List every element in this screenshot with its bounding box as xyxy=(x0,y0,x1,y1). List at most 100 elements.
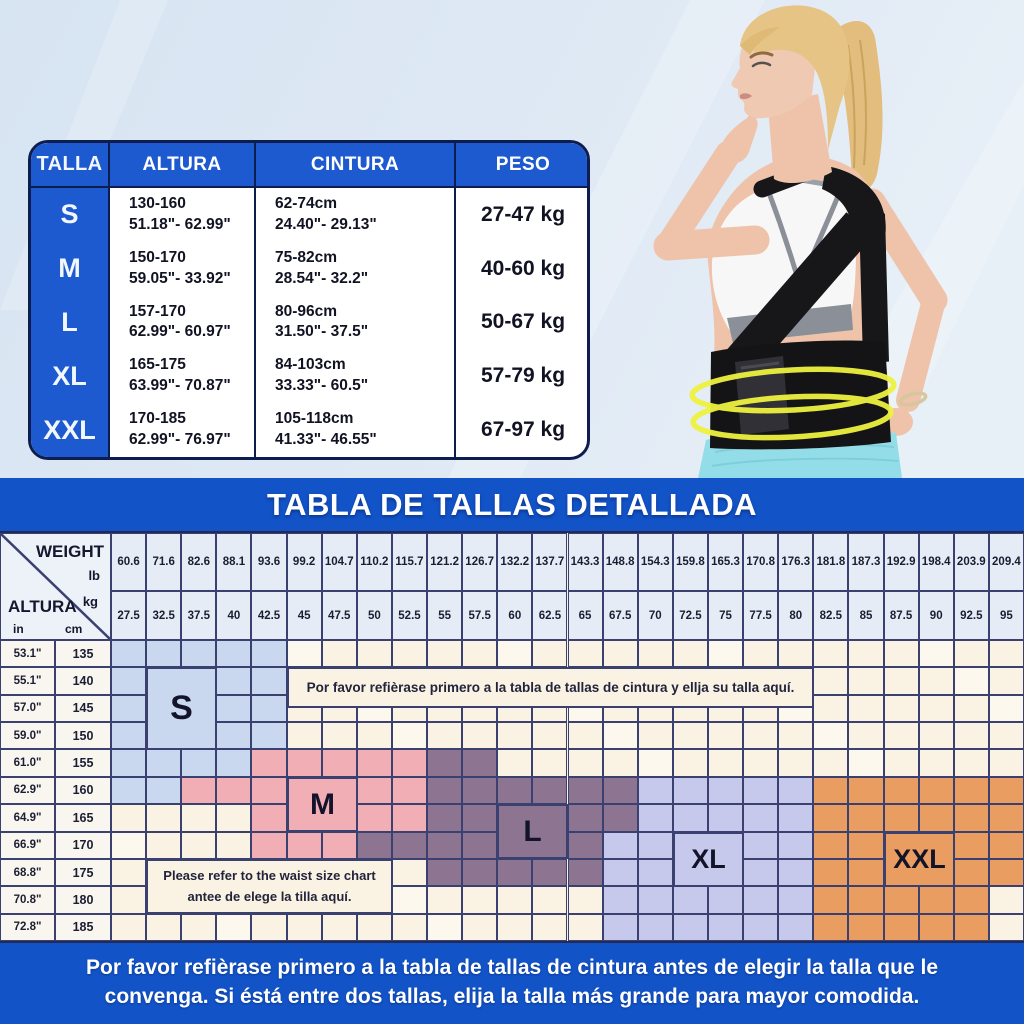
grid-cell xyxy=(988,804,1024,832)
size-label: XXL xyxy=(31,403,110,457)
grid-cell xyxy=(427,913,463,941)
summary-size-table: TALLA ALTURA CINTURA PESO S 130-160 51.18… xyxy=(28,140,590,460)
grid-cell xyxy=(813,667,849,695)
grid-cell xyxy=(602,831,638,859)
weight-lb-cell: 154.3 xyxy=(637,533,673,591)
grid-cell xyxy=(321,640,357,668)
size-label: XL xyxy=(31,349,110,404)
grid-cell xyxy=(462,749,498,777)
height-cm-cell: 155 xyxy=(55,749,111,777)
grid-cell xyxy=(813,858,849,887)
grid-cell xyxy=(883,913,919,941)
weight-kg-cell: 82.5 xyxy=(813,591,849,640)
weight-kg-cell: 65 xyxy=(567,591,603,640)
weight-kg-cell: 70 xyxy=(637,591,673,640)
height-in-cell: 57.0" xyxy=(0,694,55,723)
grid-cell xyxy=(883,667,919,695)
weight-lb-cell: 88.1 xyxy=(216,533,252,591)
grid-cell xyxy=(848,913,884,941)
weight-kg-cell: 62.5 xyxy=(532,591,568,640)
grid-cell xyxy=(918,640,954,668)
grid-cell xyxy=(953,749,989,777)
weight-lb-cell: 148.8 xyxy=(602,533,638,591)
grid-cell xyxy=(111,667,147,695)
cintura-in: 33.33"- 60.5" xyxy=(275,377,369,395)
grid-cell xyxy=(251,722,287,750)
grid-cell xyxy=(532,640,568,668)
altura-cell: 157-170 62.99"- 60.97" xyxy=(110,295,256,350)
grid-cell xyxy=(602,722,638,750)
grid-cell xyxy=(953,722,989,750)
grid-cell xyxy=(848,831,884,859)
grid-cell xyxy=(848,858,884,887)
grid-cell xyxy=(462,776,498,805)
size-label: S xyxy=(31,188,110,242)
grid-cell xyxy=(778,749,814,777)
grid-cell xyxy=(427,640,463,668)
weight-kg-cell: 85 xyxy=(848,591,884,640)
grid-cell xyxy=(356,913,392,941)
grid-cell xyxy=(707,886,744,914)
grid-cell xyxy=(216,749,252,777)
grid-cell xyxy=(427,831,463,859)
grid-cell xyxy=(391,640,428,668)
corner-weight-label: WEIGHT xyxy=(36,542,104,561)
grid-cell xyxy=(988,831,1024,859)
grid-cell xyxy=(181,640,217,668)
height-cm-cell: 140 xyxy=(55,667,111,695)
neck xyxy=(768,94,832,184)
grid-cell xyxy=(988,913,1024,941)
altura-cell: 170-185 62.99"- 76.97" xyxy=(110,403,256,457)
grid-cell xyxy=(813,886,849,914)
grid-cell xyxy=(216,831,252,859)
grid-cell xyxy=(602,776,638,805)
grid-cell xyxy=(848,749,884,777)
grid-cell xyxy=(567,831,603,859)
grid-cell xyxy=(216,804,252,832)
zone-label-xxl: XXL xyxy=(884,832,955,887)
grid-cell xyxy=(497,749,533,777)
height-in-cell: 70.8" xyxy=(0,886,55,914)
peso-cell: 50-67 kg xyxy=(480,310,566,334)
eyebrow xyxy=(749,51,774,59)
weight-kg-cell: 47.5 xyxy=(321,591,357,640)
peso-cell: 67-97 kg xyxy=(480,418,566,442)
grid-cell xyxy=(707,640,744,668)
corner-cm-label: cm xyxy=(65,622,83,636)
grid-cell xyxy=(883,722,919,750)
grid-cell xyxy=(813,776,849,805)
weight-kg-cell: 75 xyxy=(707,591,744,640)
grid-cell xyxy=(146,776,182,805)
grid-cell xyxy=(356,749,392,777)
grid-cell xyxy=(778,831,814,859)
grid-cell xyxy=(918,804,954,832)
grid-cell xyxy=(953,913,989,941)
grid-cell xyxy=(497,913,533,941)
note-line-1: Please refer to the waist size chart xyxy=(163,867,376,883)
weight-lb-cell: 209.4 xyxy=(988,533,1024,591)
grid-cell xyxy=(602,640,638,668)
grid-cell xyxy=(321,831,357,859)
grid-cell xyxy=(707,722,744,750)
grid-cell xyxy=(216,776,252,805)
grid-cell xyxy=(181,804,217,832)
grid-cell xyxy=(181,749,217,777)
grid-cell xyxy=(672,804,708,832)
grid-cell xyxy=(146,831,182,859)
weight-kg-cell: 27.5 xyxy=(111,591,147,640)
grid-cell xyxy=(953,831,989,859)
grid-cell xyxy=(567,749,603,777)
grid-cell xyxy=(567,722,603,750)
weight-lb-cell: 137.7 xyxy=(532,533,568,591)
weight-kg-cell: 40 xyxy=(216,591,252,640)
grid-cell xyxy=(848,722,884,750)
height-in-cell: 62.9" xyxy=(0,776,55,805)
grid-cell xyxy=(637,722,673,750)
grid-cell xyxy=(883,804,919,832)
grid-cell xyxy=(216,640,252,668)
grid-cell xyxy=(813,640,849,668)
height-in-cell: 68.8" xyxy=(0,858,55,887)
grid-cell xyxy=(918,886,954,914)
grid-cell xyxy=(216,667,252,695)
weight-kg-cell: 92.5 xyxy=(953,591,989,640)
